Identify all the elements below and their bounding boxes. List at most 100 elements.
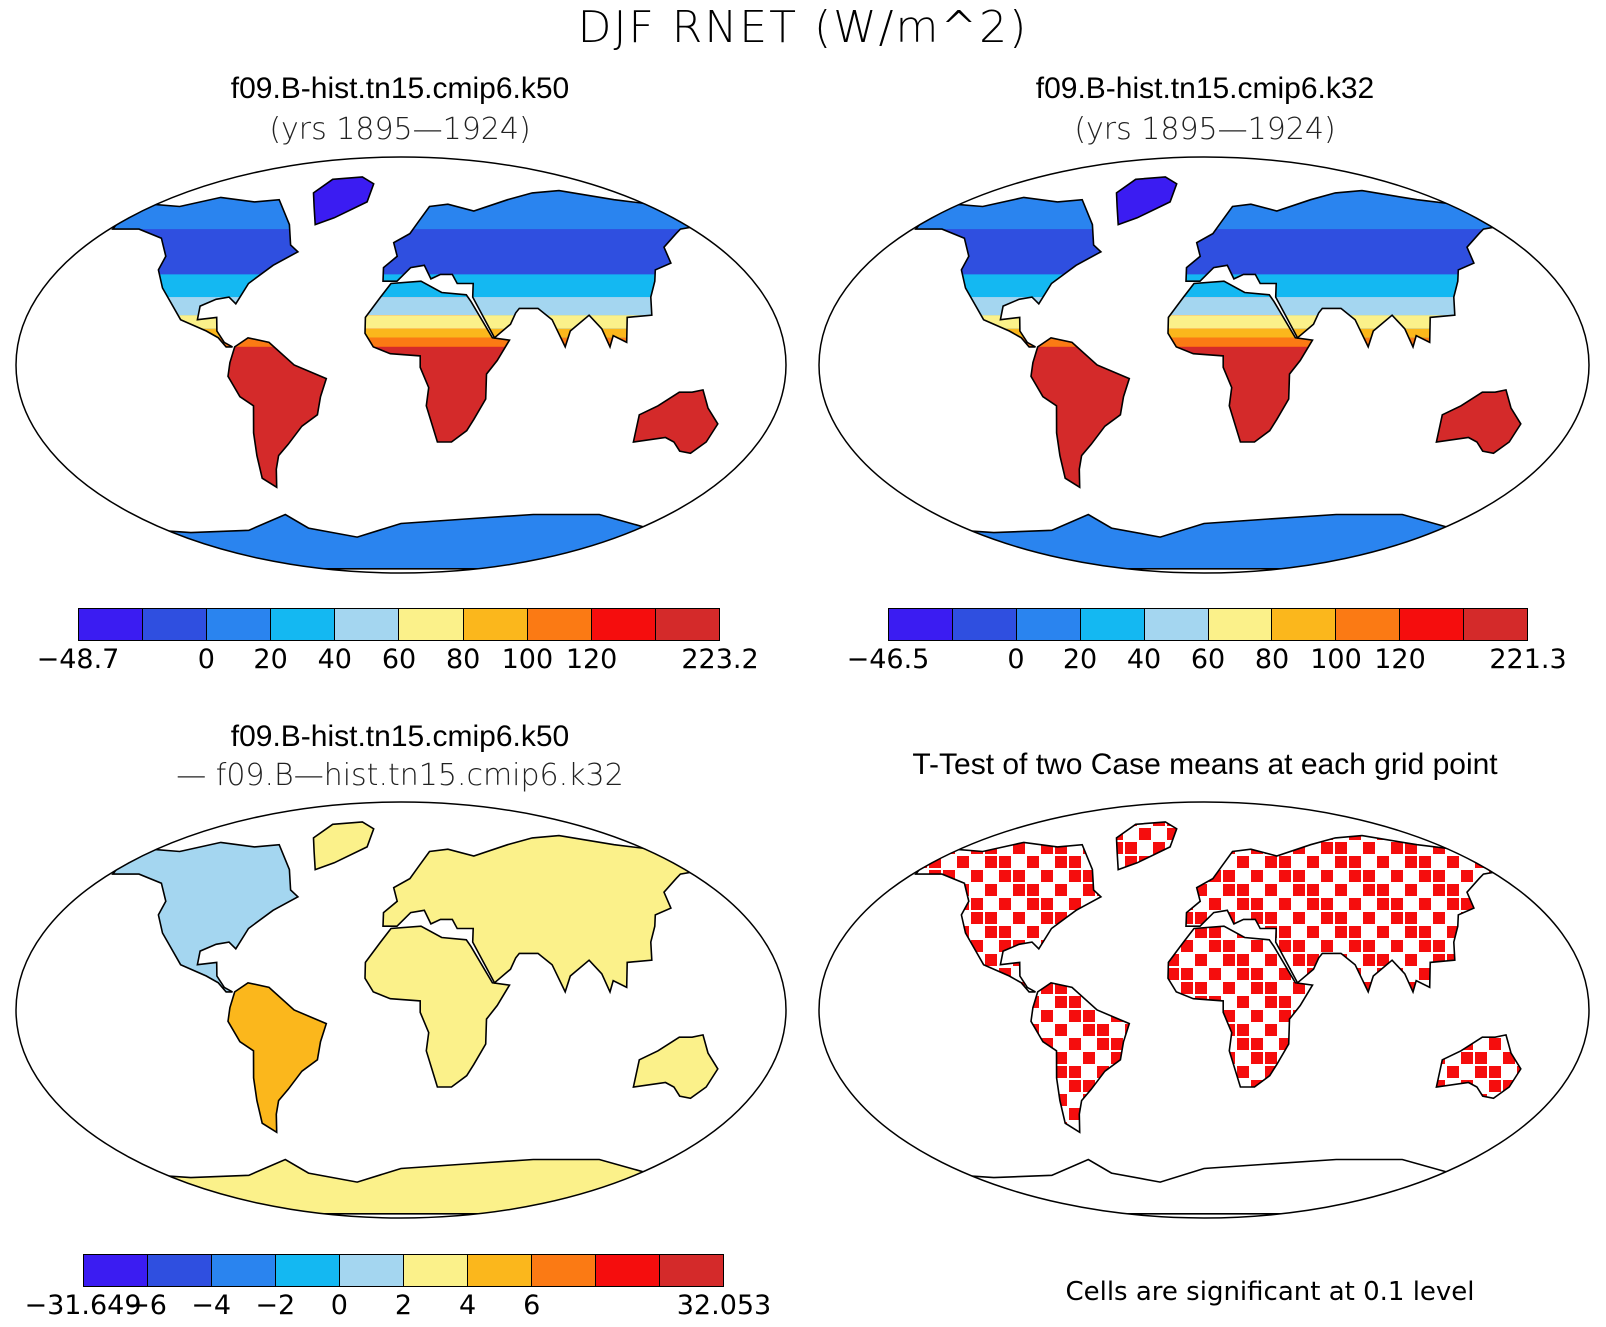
significant-cell <box>1531 842 1543 854</box>
significant-cell <box>817 1094 829 1106</box>
significant-cell <box>1587 1136 1599 1148</box>
significant-cell <box>1391 800 1403 812</box>
map-boundary <box>15 801 787 1219</box>
significant-cell <box>803 1150 815 1162</box>
significant-cell <box>1587 1108 1599 1120</box>
significant-cell <box>1391 800 1403 812</box>
significant-cell <box>1573 842 1585 854</box>
significant-cell <box>817 898 829 910</box>
significant-cell <box>1391 842 1403 854</box>
significant-cell <box>817 828 829 840</box>
significant-cell <box>901 1150 913 1162</box>
significant-cell <box>929 1178 941 1190</box>
significant-cell <box>1489 800 1501 812</box>
significant-cell <box>1573 842 1585 854</box>
significant-cell <box>1601 842 1606 854</box>
significant-cell <box>803 884 815 896</box>
significant-cell <box>985 1192 997 1204</box>
significant-cell <box>1559 1136 1571 1148</box>
significant-cell <box>803 940 815 952</box>
significant-cell <box>803 884 815 896</box>
significant-cell <box>1489 1178 1501 1190</box>
significant-cell <box>1447 1206 1459 1218</box>
significant-cell <box>1573 1192 1585 1204</box>
significant-cell <box>1069 1108 1081 1120</box>
significant-cell <box>999 800 1011 812</box>
significant-cell <box>873 800 885 812</box>
panel1-title: f09.B-hist.tn15.cmip6.k50 <box>230 72 570 105</box>
significant-cell <box>873 1150 885 1162</box>
color-band <box>365 337 510 347</box>
significant-cell <box>1223 870 1235 882</box>
significant-cell <box>1069 800 1081 812</box>
significant-cell <box>999 1206 1011 1218</box>
significant-cell <box>901 1178 913 1190</box>
significant-cell <box>1587 1066 1599 1078</box>
significant-cell <box>1475 814 1487 826</box>
significant-cell <box>1503 1164 1515 1176</box>
significant-cell <box>1069 996 1081 1008</box>
significant-cell <box>1587 828 1599 840</box>
significant-cell <box>1055 842 1067 854</box>
significant-cell <box>1587 1038 1599 1050</box>
significant-cell <box>845 1206 857 1218</box>
significant-cell <box>1531 870 1543 882</box>
significant-cell <box>845 842 857 854</box>
significant-cell <box>831 870 843 882</box>
significant-cell <box>1307 884 1319 896</box>
significant-cell <box>887 828 899 840</box>
significant-cell <box>803 842 815 854</box>
significant-cell <box>1181 940 1193 952</box>
significant-cell <box>999 800 1011 812</box>
significant-cell <box>845 1192 857 1204</box>
significant-cell <box>1475 814 1487 826</box>
significant-cell <box>1587 1038 1599 1050</box>
significant-cell <box>887 1164 899 1176</box>
significant-cell <box>1601 940 1606 952</box>
significant-cell <box>999 800 1011 812</box>
significant-cell <box>1601 828 1606 840</box>
significant-cell <box>929 800 941 812</box>
significant-cell <box>817 1136 829 1148</box>
significant-cell <box>873 814 885 826</box>
significant-cell <box>1447 884 1459 896</box>
significant-cell <box>873 1192 885 1204</box>
significant-cell <box>803 982 815 994</box>
significant-cell <box>1419 940 1431 952</box>
significant-cell <box>1251 1052 1263 1064</box>
significant-cell <box>845 814 857 826</box>
significant-cell <box>1545 842 1557 854</box>
significant-cell <box>1573 1094 1585 1106</box>
significant-cell <box>1587 1024 1599 1036</box>
significant-cell <box>1083 1052 1095 1064</box>
significant-cell <box>1041 912 1053 924</box>
significant-cell <box>1587 884 1599 896</box>
continent-fill-greenland <box>1116 177 1177 225</box>
significant-cell <box>1027 884 1039 896</box>
significant-cell <box>1377 856 1389 868</box>
significant-cell <box>1489 800 1501 812</box>
significant-cell <box>845 1206 857 1218</box>
significant-cell <box>1461 835 1473 840</box>
significant-cell <box>887 828 899 840</box>
coastline-australia <box>1435 388 1522 455</box>
significant-cell <box>1503 842 1515 854</box>
significant-cell <box>803 954 815 966</box>
significant-cell <box>1573 1164 1585 1176</box>
panel3-subtitle: — f09.B—hist.tn15.cmip6.k32 <box>176 758 624 793</box>
significant-cell <box>1587 968 1599 980</box>
significant-cell <box>1573 884 1585 896</box>
significant-cell <box>803 1052 815 1064</box>
significant-cell <box>1545 1122 1557 1134</box>
significant-cell <box>1013 814 1025 826</box>
significant-cell <box>1587 856 1599 868</box>
significant-cell <box>817 1108 829 1120</box>
significant-cell <box>831 828 843 840</box>
significant-cell <box>1601 968 1606 980</box>
map-boundary <box>818 156 1590 574</box>
significant-cell <box>859 870 871 882</box>
significant-cell <box>803 1150 815 1162</box>
significant-cell <box>845 1164 857 1176</box>
significant-cell <box>1587 1038 1599 1050</box>
significant-cell <box>817 1206 829 1218</box>
